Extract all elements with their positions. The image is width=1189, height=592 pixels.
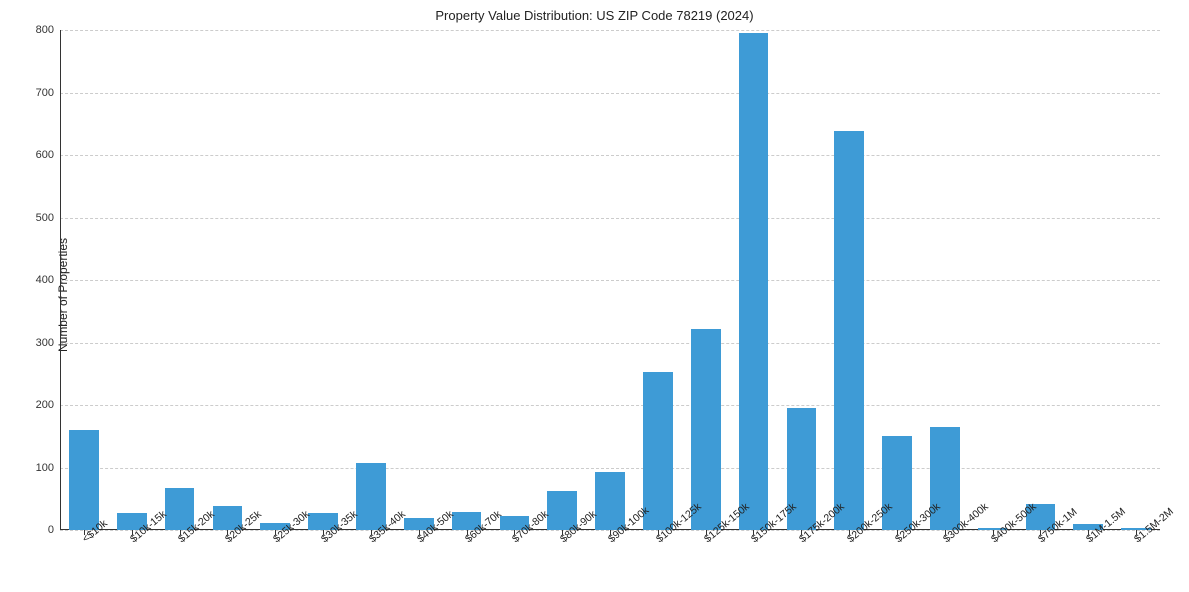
tick-mark-$250k-300k [897, 530, 898, 535]
bar-slot-$250k-300k[interactable] [873, 30, 921, 530]
bar-<$10k[interactable] [69, 430, 99, 530]
bar-slot-$200k-250k[interactable] [825, 30, 873, 530]
bar-slot-$80k-90k[interactable] [538, 30, 586, 530]
bar-$150k-175k[interactable] [739, 33, 769, 530]
bar-slot-$1M-1.5M[interactable] [1064, 30, 1112, 530]
tick-mark-$60k-70k [467, 530, 468, 535]
tick-mark-$150k-175k [753, 530, 754, 535]
tick-mark-$175k-200k [801, 530, 802, 535]
bar-$35k-40k[interactable] [356, 463, 386, 530]
tick-mark-$300k-400k [945, 530, 946, 535]
bar-slot-$400k-500k[interactable] [969, 30, 1017, 530]
bar-slot-$750k-1M[interactable] [1017, 30, 1065, 530]
tick-mark-$100k-125k [658, 530, 659, 535]
bar-slot-$25k-30k[interactable] [251, 30, 299, 530]
tick-mark-$200k-250k [849, 530, 850, 535]
ytick-label-400: 400 [22, 274, 54, 286]
ytick-label-200: 200 [22, 399, 54, 411]
chart-title: Property Value Distribution: US ZIP Code… [0, 8, 1189, 23]
tick-mark-$40k-50k [419, 530, 420, 535]
ytick-label-300: 300 [22, 337, 54, 349]
tick-mark-<$10k [84, 530, 85, 535]
ytick-label-700: 700 [22, 87, 54, 99]
bar-slot-$40k-50k[interactable] [395, 30, 443, 530]
tick-mark-$80k-90k [562, 530, 563, 535]
bar-slot-$150k-175k[interactable] [730, 30, 778, 530]
bar-slot-$1.5M-2M[interactable] [1112, 30, 1160, 530]
ytick-label-600: 600 [22, 149, 54, 161]
bar-slot-$90k-100k[interactable] [586, 30, 634, 530]
bar-slot-$30k-35k[interactable] [299, 30, 347, 530]
bar-slot-$70k-80k[interactable] [490, 30, 538, 530]
bar-slot-$100k-125k[interactable] [634, 30, 682, 530]
tick-mark-$1.5M-2M [1136, 530, 1137, 535]
bar-slot-$35k-40k[interactable] [347, 30, 395, 530]
bar-slot-$10k-15k[interactable] [108, 30, 156, 530]
tick-mark-$20k-25k [227, 530, 228, 535]
tick-mark-$750k-1M [1040, 530, 1041, 535]
bar-$100k-125k[interactable] [643, 372, 673, 530]
bar-slot-$60k-70k[interactable] [443, 30, 491, 530]
tick-mark-$70k-80k [514, 530, 515, 535]
tick-mark-$1M-1.5M [1088, 530, 1089, 535]
tick-mark-$25k-30k [275, 530, 276, 535]
bar-slot-$300k-400k[interactable] [921, 30, 969, 530]
property-value-chart: Property Value Distribution: US ZIP Code… [0, 0, 1189, 590]
tick-mark-$125k-150k [706, 530, 707, 535]
ytick-label-800: 800 [22, 24, 54, 36]
bar-slot-<$10k[interactable] [60, 30, 108, 530]
bar-slot-$15k-20k[interactable] [156, 30, 204, 530]
bar-slot-$125k-150k[interactable] [682, 30, 730, 530]
tick-mark-$15k-20k [180, 530, 181, 535]
plot-area: 0 100 200 300 400 500 600 700 800 <$10k $10k-15k $… [60, 30, 1160, 530]
bar-$90k-100k[interactable] [595, 472, 625, 530]
bar-slot-$20k-25k[interactable] [203, 30, 251, 530]
tick-mark-$90k-100k [610, 530, 611, 535]
xtick-labels: <$10k $10k-15k $15k-20k $20k-25k $25k-30k $30… [60, 532, 1160, 592]
tick-mark-$35k-40k [371, 530, 372, 535]
tick-mark-$30k-35k [323, 530, 324, 535]
tick-mark-$10k-15k [132, 530, 133, 535]
tick-mark-$400k-500k [993, 530, 994, 535]
bar-$200k-250k[interactable] [834, 131, 864, 530]
ytick-label-100: 100 [22, 462, 54, 474]
ytick-label-0: 0 [22, 524, 54, 536]
bars-wrap [60, 30, 1160, 530]
bar-slot-$175k-200k[interactable] [777, 30, 825, 530]
ytick-label-500: 500 [22, 212, 54, 224]
